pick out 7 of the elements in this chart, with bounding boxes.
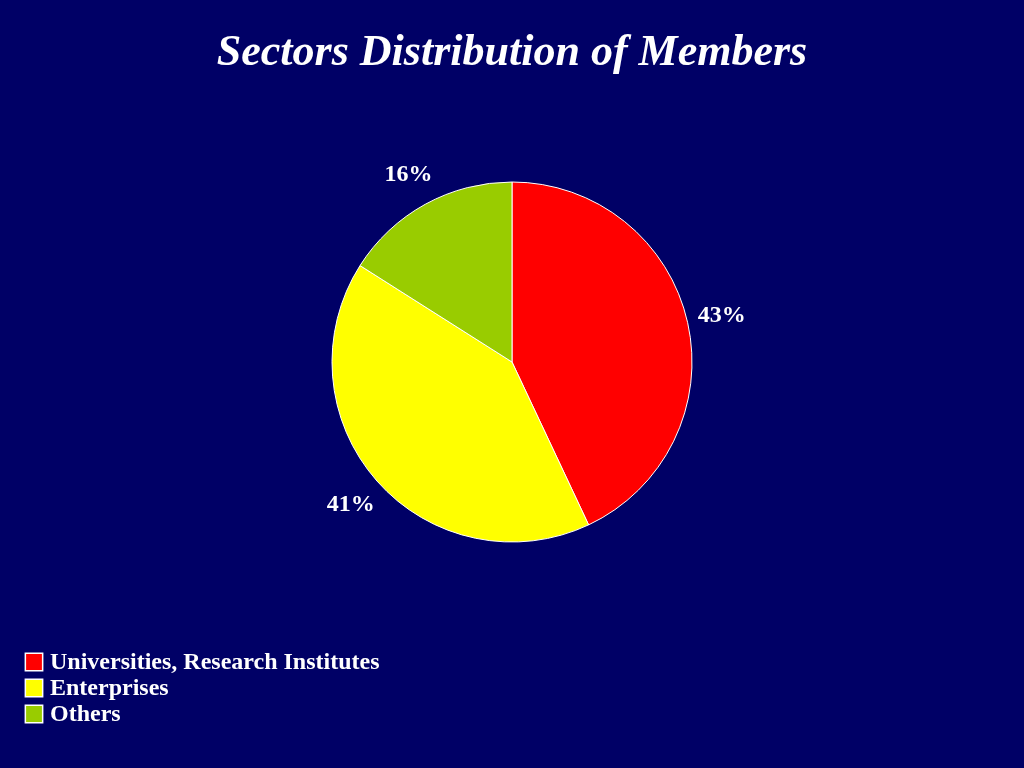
legend-label: Others <box>50 700 121 726</box>
legend-label: Universities, Research Institutes <box>50 648 380 674</box>
data-label: 43% <box>697 301 746 328</box>
data-label: 16% <box>384 159 433 186</box>
chart-title: Sectors Distribution of Members <box>216 26 808 75</box>
data-label: 41% <box>326 490 375 517</box>
legend-label: Enterprises <box>50 674 169 700</box>
